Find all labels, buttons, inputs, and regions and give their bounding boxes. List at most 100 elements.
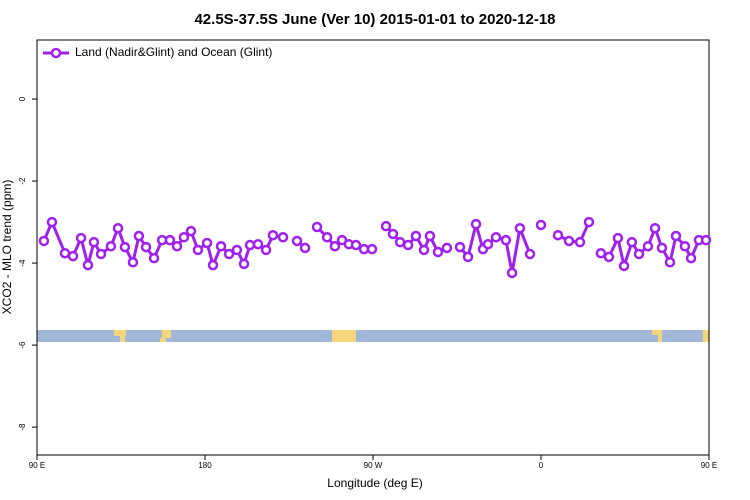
point [267, 229, 279, 241]
surface-strip [37, 330, 709, 342]
point [700, 234, 712, 246]
ocean-strip [37, 330, 709, 342]
point [574, 236, 586, 248]
point [470, 218, 482, 230]
point [82, 259, 94, 271]
point [105, 241, 117, 252]
point [140, 241, 152, 253]
point [95, 248, 107, 260]
land-patch [162, 330, 171, 338]
y-axis-label: XCO2 - MLO trend (ppm) [0, 180, 14, 315]
point [462, 251, 474, 263]
point [207, 259, 219, 271]
point [685, 252, 697, 264]
point [238, 258, 250, 270]
point [432, 246, 444, 258]
land-patch [332, 330, 356, 342]
point [514, 222, 526, 234]
x-tick-label: 90 E [29, 461, 45, 470]
series-line [458, 218, 532, 274]
y-tick-label: -4 [18, 259, 27, 267]
point [524, 248, 536, 260]
y-tick-label: -6 [18, 341, 27, 349]
point [500, 234, 512, 246]
point [410, 230, 422, 242]
x-tick-label: 180 [198, 461, 212, 470]
point [563, 235, 575, 247]
point [612, 232, 624, 244]
point [299, 242, 311, 254]
point [490, 231, 502, 243]
point [127, 257, 139, 268]
land-patch [658, 335, 662, 342]
point [670, 230, 682, 242]
point [633, 248, 645, 260]
land-patch [114, 330, 126, 336]
point [454, 241, 466, 253]
point [260, 244, 272, 256]
point [252, 238, 264, 250]
y-tick-label: -8 [18, 423, 27, 431]
point [402, 239, 414, 251]
point [664, 257, 676, 268]
x-tick-label: 90 W [364, 461, 383, 470]
point [215, 241, 227, 252]
x-axis-label: Longitude (deg E) [327, 476, 422, 490]
point [649, 222, 661, 234]
point [595, 247, 607, 259]
series-line [557, 221, 591, 244]
chart-title: 42.5S-37.5S June (Ver 10) 2015-01-01 to … [194, 11, 555, 28]
point [231, 244, 243, 256]
point [380, 220, 392, 232]
point [192, 244, 204, 256]
point [112, 222, 124, 234]
land-patch [120, 336, 125, 342]
point [67, 250, 79, 262]
legend-label: Land (Nadir&Glint) and Ocean (Glint) [75, 45, 272, 59]
point [277, 231, 289, 243]
point [387, 228, 399, 240]
point [244, 239, 256, 251]
point [201, 237, 213, 249]
point [88, 236, 100, 248]
point [583, 216, 595, 228]
point [329, 241, 341, 252]
y-tick-label: 0 [18, 96, 27, 101]
land-patch [652, 330, 662, 335]
point [626, 236, 638, 248]
legend-marker [50, 47, 62, 59]
point [418, 244, 430, 256]
point [441, 242, 453, 254]
point [185, 225, 197, 237]
point [164, 234, 176, 246]
point [642, 241, 654, 252]
point [38, 235, 50, 247]
point [46, 216, 58, 228]
point [618, 260, 630, 272]
y-tick-label: -2 [18, 177, 27, 185]
point [291, 235, 303, 247]
x-tick-label: 90 E [701, 461, 717, 470]
point [603, 251, 615, 263]
point [350, 239, 362, 251]
point [171, 241, 183, 252]
point [366, 243, 378, 255]
point [679, 241, 691, 252]
point [535, 219, 547, 231]
point [75, 232, 87, 244]
point [321, 231, 333, 243]
point [178, 231, 190, 243]
point [482, 238, 494, 250]
land-patch [703, 330, 709, 342]
point [656, 242, 668, 254]
point [506, 267, 518, 279]
point [148, 252, 160, 264]
x-tick-label: 0 [539, 461, 544, 470]
land-patch [160, 338, 166, 342]
point [311, 221, 323, 233]
point [119, 241, 131, 253]
point [223, 248, 235, 260]
point [552, 229, 564, 241]
point [424, 230, 436, 242]
